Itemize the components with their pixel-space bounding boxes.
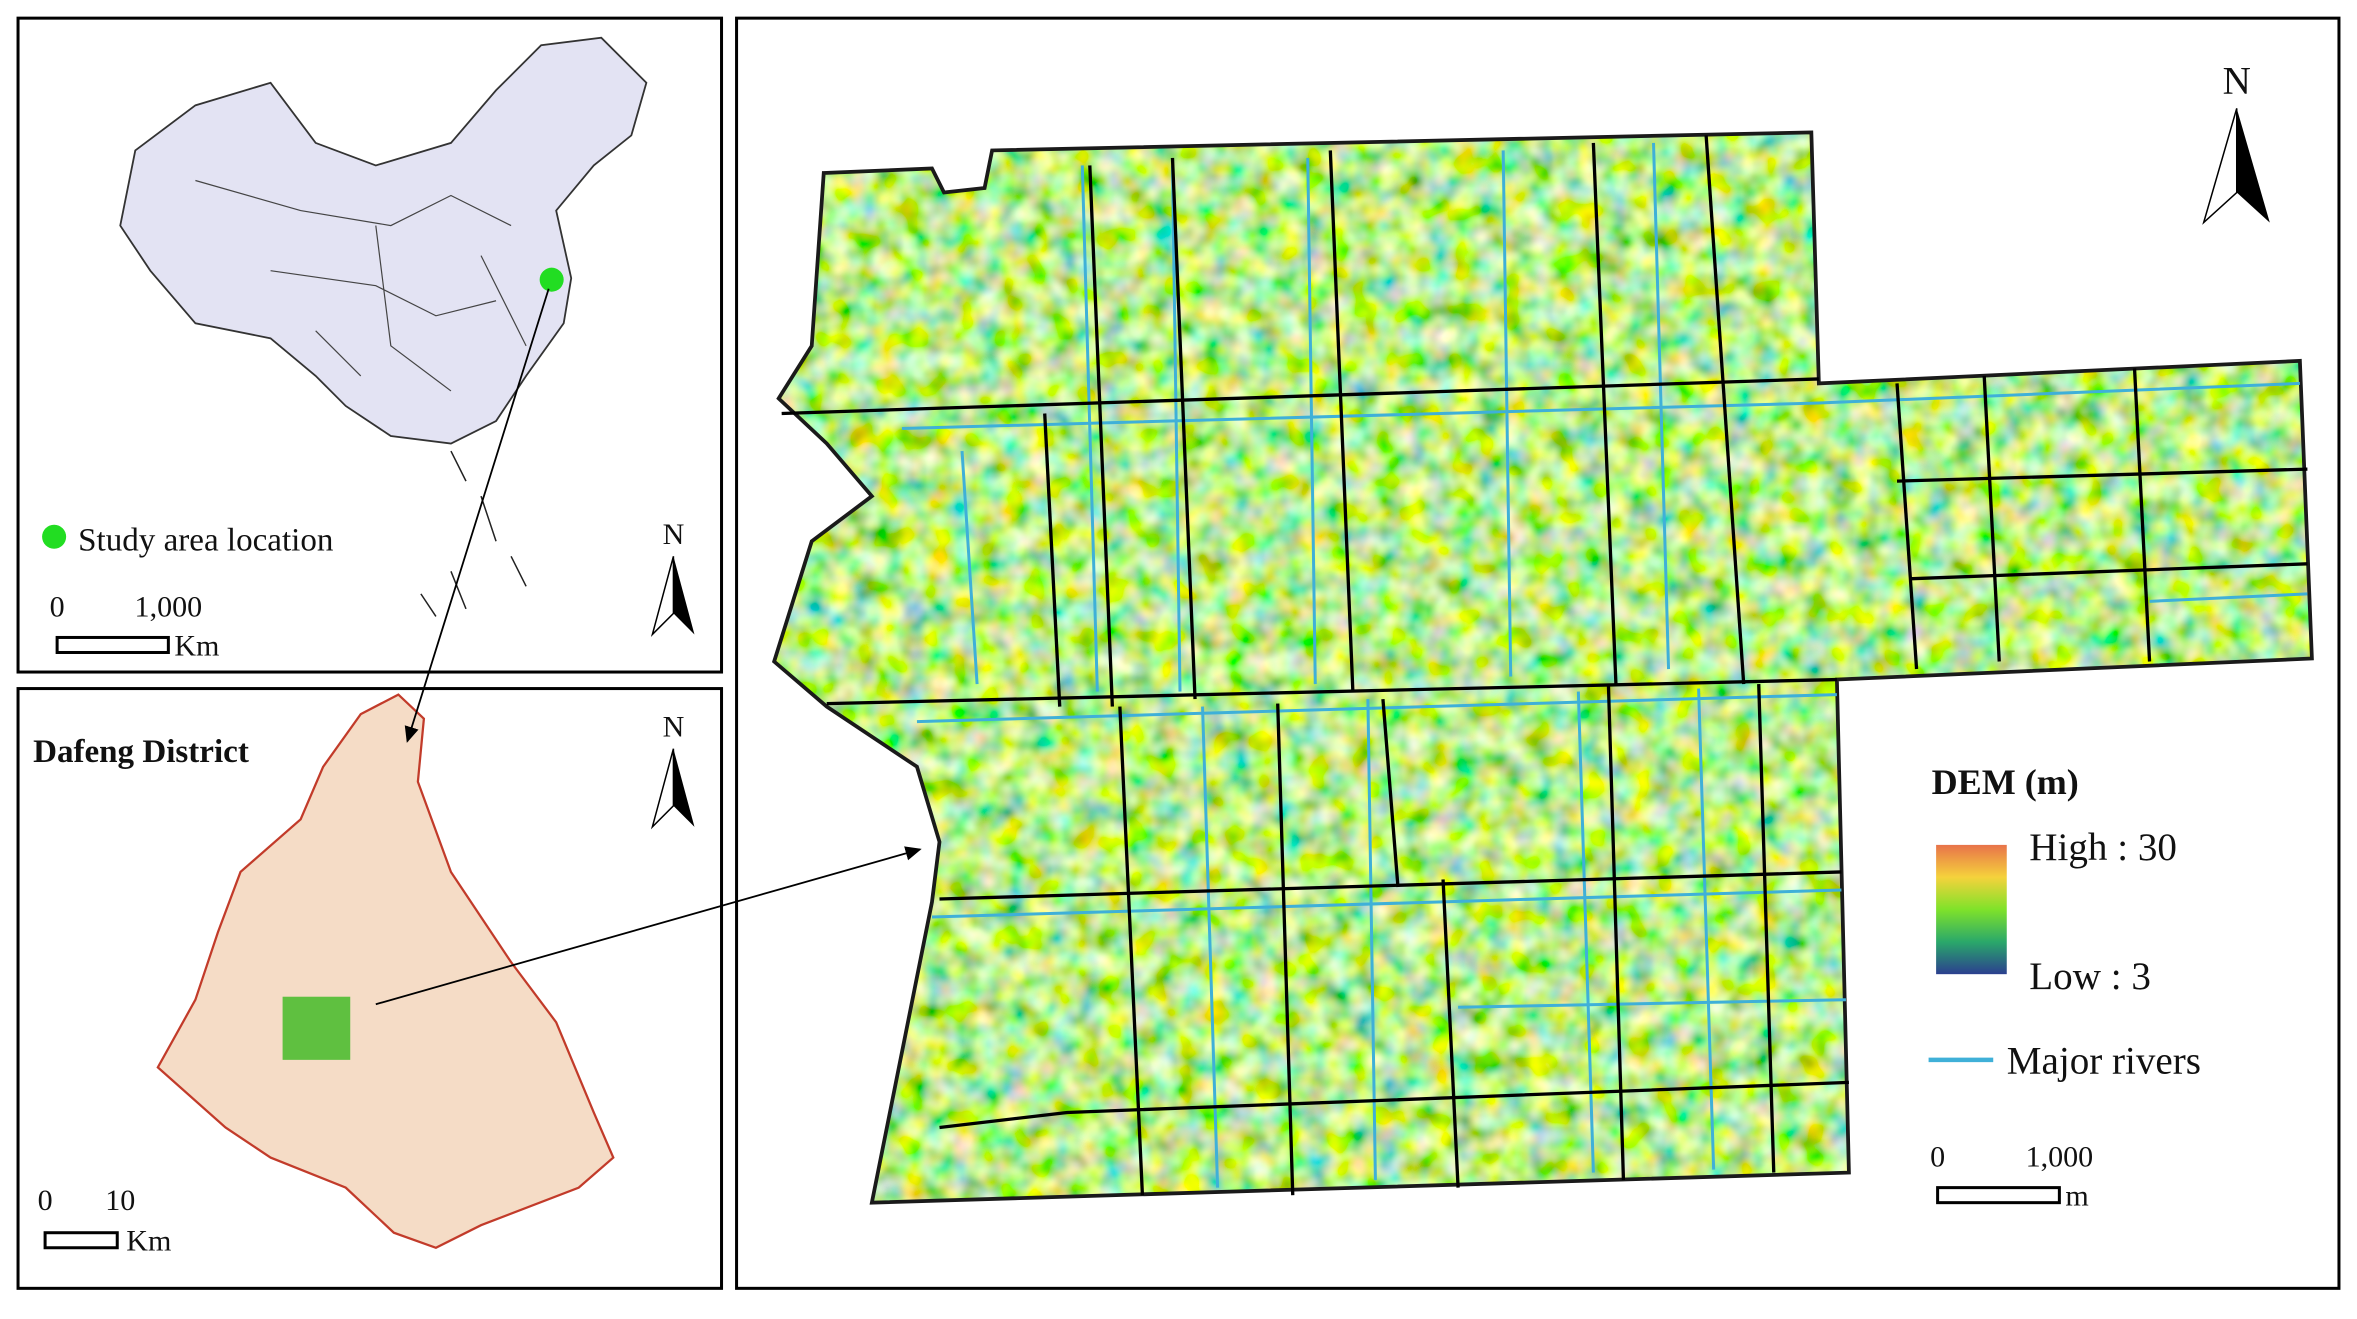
north-label: N — [663, 517, 685, 551]
study-area-dot — [539, 267, 564, 292]
dem-boundary — [771, 130, 2314, 1205]
north-label: N — [663, 710, 685, 744]
china-outline — [119, 36, 648, 445]
islands — [420, 450, 527, 617]
field-boundaries — [781, 135, 2308, 1196]
panel-title: Dafeng District — [33, 734, 249, 770]
legend-title: DEM (m) — [1932, 762, 2079, 802]
locator-arrow — [375, 846, 922, 1006]
legend-high: High : 30 — [2029, 826, 2177, 869]
legend-label: Study area location — [78, 522, 334, 558]
scale-label: 0 — [38, 1183, 53, 1217]
scale-label: 0 — [1930, 1140, 1945, 1174]
dafeng-outline — [156, 693, 615, 1249]
scale-bar — [55, 635, 170, 654]
north-arrow — [2236, 108, 2270, 223]
scale-unit: m — [2065, 1179, 2088, 1213]
scale-label: 1,000 — [135, 589, 203, 623]
north-label: N — [2223, 59, 2251, 102]
legend-low: Low : 3 — [2029, 955, 2151, 998]
scale-bar — [43, 1231, 119, 1250]
scale-label: 0 — [50, 589, 65, 623]
scale-label: 10 — [105, 1183, 135, 1217]
locator-arrow — [404, 288, 550, 743]
dafeng-study-area — [282, 996, 351, 1060]
dem-map — [771, 130, 2314, 1205]
legend-rivers: Major rivers — [2007, 1039, 2201, 1082]
legend-dot — [42, 524, 67, 549]
province-borders — [195, 179, 527, 392]
scale-bar — [1936, 1186, 2061, 1205]
scale-unit: Km — [174, 628, 219, 662]
scale-label: 1,000 — [2026, 1140, 2094, 1174]
scale-unit: Km — [126, 1224, 171, 1258]
color-ramp — [1936, 844, 2007, 975]
